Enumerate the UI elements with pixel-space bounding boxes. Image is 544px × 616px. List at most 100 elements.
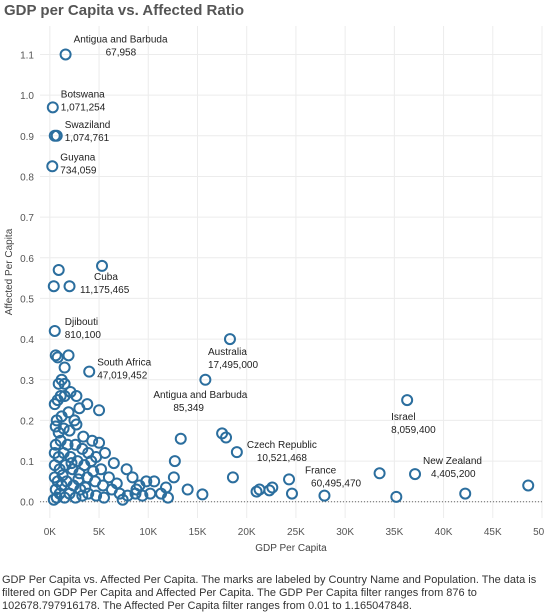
y-axis-ticks: 0.0 0.1 0.2 0.3 0.4 0.5 0.6 0.7 0.8 0.9 1.0 1.1 <box>20 50 34 508</box>
data-point-labeled[interactable] <box>48 324 61 337</box>
data-point[interactable] <box>62 406 75 419</box>
data-point[interactable] <box>47 493 60 506</box>
point-label-population: 85,349 <box>173 403 204 414</box>
data-point[interactable] <box>220 431 233 444</box>
data-point[interactable] <box>159 481 172 494</box>
x-tick-label: 10K <box>139 527 157 538</box>
y-tick-label: 0.7 <box>20 213 34 224</box>
data-point[interactable] <box>49 420 62 433</box>
data-point[interactable] <box>144 487 157 500</box>
data-point-labeled[interactable] <box>199 373 212 386</box>
gridlines <box>40 26 543 518</box>
data-point[interactable] <box>522 479 535 492</box>
data-point-labeled[interactable] <box>283 473 296 486</box>
data-point-labeled[interactable] <box>46 101 59 114</box>
data-point-labeled[interactable] <box>401 394 414 407</box>
point-label-population: 17,495,000 <box>208 360 258 371</box>
data-point[interactable] <box>168 455 181 468</box>
data-point[interactable] <box>266 481 279 494</box>
data-point[interactable] <box>51 351 64 364</box>
y-tick-label: 0.6 <box>20 254 34 265</box>
data-point[interactable] <box>250 485 263 498</box>
data-point[interactable] <box>148 475 161 488</box>
y-tick-label: 0.5 <box>20 294 34 305</box>
data-point[interactable] <box>72 473 85 486</box>
data-point-labeled[interactable] <box>409 468 422 481</box>
data-point[interactable] <box>130 483 143 496</box>
y-tick-label: 0.3 <box>20 376 34 387</box>
data-point[interactable] <box>58 361 71 374</box>
x-tick-label: 45K <box>484 527 502 538</box>
chart-caption: GDP Per Capita vs. Affected Per Capita. … <box>2 574 537 612</box>
data-point[interactable] <box>50 491 63 504</box>
data-point[interactable] <box>263 484 276 497</box>
data-point[interactable] <box>196 488 209 501</box>
data-point[interactable] <box>167 471 180 484</box>
x-tick-label: 30K <box>336 527 354 538</box>
point-label-country: Cuba <box>94 272 118 283</box>
data-point[interactable] <box>97 491 110 504</box>
data-point[interactable] <box>49 349 62 362</box>
data-point[interactable] <box>70 418 83 431</box>
data-point[interactable] <box>285 487 298 500</box>
data-point[interactable] <box>126 471 139 484</box>
data-point-labeled[interactable] <box>48 129 61 142</box>
scatter-chart: 0K5K10K15K20K25K30K35K40K45K50K 0.00.10.… <box>4 26 544 554</box>
data-point[interactable] <box>181 483 194 496</box>
data-point-labeled[interactable] <box>230 446 243 459</box>
data-point[interactable] <box>54 390 67 403</box>
data-point[interactable] <box>69 438 82 451</box>
x-tick-label: 50K <box>533 527 544 538</box>
data-point[interactable] <box>116 493 129 506</box>
data-point[interactable] <box>87 465 100 478</box>
data-point[interactable] <box>57 422 70 435</box>
point-label-population: 1,071,254 <box>61 102 106 113</box>
data-point[interactable] <box>318 489 331 502</box>
x-tick-label: 40K <box>435 527 453 538</box>
point-label-population: 67,958 <box>106 47 137 58</box>
data-point[interactable] <box>253 483 266 496</box>
data-point[interactable] <box>63 424 76 437</box>
data-point-labeled[interactable] <box>46 160 59 173</box>
data-point[interactable] <box>373 467 386 480</box>
data-point-labeled[interactable] <box>96 259 109 272</box>
data-point[interactable] <box>70 390 83 403</box>
data-point[interactable] <box>62 349 75 362</box>
data-point[interactable] <box>69 491 82 504</box>
data-point[interactable] <box>120 463 133 476</box>
data-point[interactable] <box>47 280 60 293</box>
data-point[interactable] <box>63 280 76 293</box>
data-point[interactable] <box>459 487 472 500</box>
point-label-country: South Africa <box>97 358 151 369</box>
x-axis-ticks: 0K 5K 10K 15K 20K 25K 30K 35K 40K 45K 50K <box>44 527 544 538</box>
data-point[interactable] <box>226 471 239 484</box>
data-point[interactable] <box>140 475 153 488</box>
data-point[interactable] <box>58 377 71 390</box>
y-tick-label: 0.8 <box>20 172 34 183</box>
data-point[interactable] <box>93 404 106 417</box>
y-tick-label: 0.2 <box>20 416 34 427</box>
data-point[interactable] <box>174 432 187 445</box>
data-point[interactable] <box>95 463 108 476</box>
data-point[interactable] <box>110 477 123 490</box>
data-point[interactable] <box>107 457 120 470</box>
data-point[interactable] <box>79 481 92 494</box>
data-point[interactable] <box>52 263 65 276</box>
data-point[interactable] <box>102 471 115 484</box>
data-point[interactable] <box>73 402 86 415</box>
point-label-population: 10,521,468 <box>257 453 307 464</box>
point-label-population: 4,405,200 <box>431 469 476 480</box>
data-point-labeled[interactable] <box>59 48 72 61</box>
data-point-labeled[interactable] <box>83 365 96 378</box>
data-point[interactable] <box>90 489 103 502</box>
chart-title: GDP per Capita vs. Affected Ratio <box>4 2 245 19</box>
data-point[interactable] <box>82 487 95 500</box>
data-point[interactable] <box>49 438 62 451</box>
data-point[interactable] <box>86 434 99 447</box>
data-point[interactable] <box>390 490 403 503</box>
data-point[interactable] <box>52 377 65 390</box>
data-point[interactable] <box>65 457 78 470</box>
data-point[interactable] <box>93 436 106 449</box>
data-point[interactable] <box>56 469 69 482</box>
data-point-labeled[interactable] <box>223 333 236 346</box>
